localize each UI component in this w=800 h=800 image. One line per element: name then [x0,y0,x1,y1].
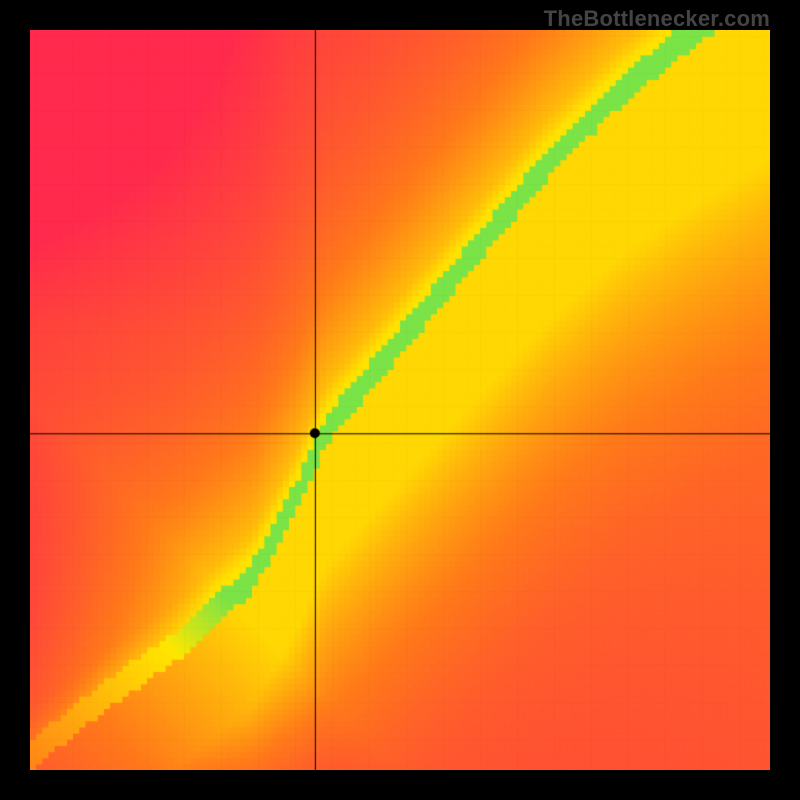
watermark-text: TheBottlenecker.com [544,6,770,32]
bottleneck-heatmap [30,30,770,770]
